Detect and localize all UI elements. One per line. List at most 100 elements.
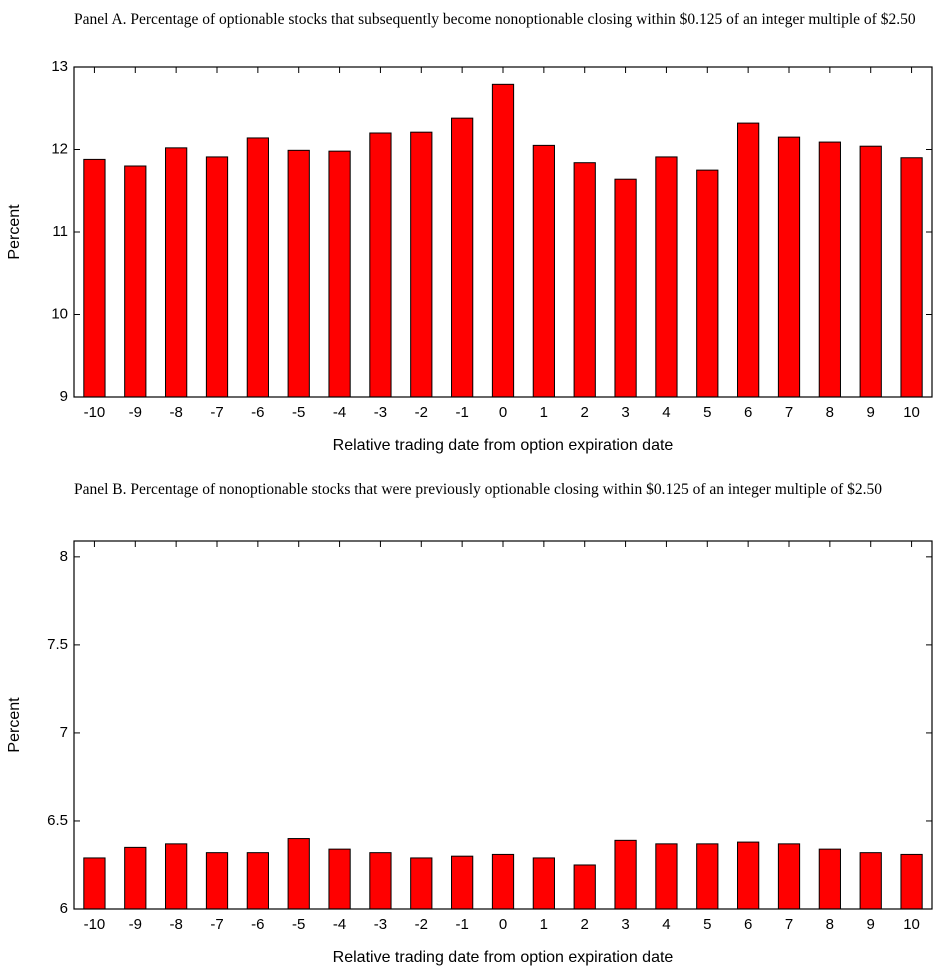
bar [532, 857, 555, 910]
x-axis-label: Relative trading date from option expira… [333, 437, 674, 454]
y-tick-label: 10 [51, 305, 68, 322]
bar [246, 137, 269, 398]
x-tick-label: -10 [84, 404, 106, 421]
x-axis-label: Relative trading date from option expira… [333, 949, 674, 966]
x-tick-label: -7 [210, 916, 223, 933]
panel-title: Panel A. Percentage of optionable stocks… [74, 11, 916, 28]
x-tick-label: 1 [540, 404, 548, 421]
bar [655, 156, 678, 398]
y-tick-label: 13 [51, 58, 68, 75]
bar [328, 848, 351, 910]
bar [369, 132, 392, 398]
bar [165, 147, 188, 398]
x-tick-label: -5 [292, 916, 305, 933]
bar [287, 149, 310, 398]
y-tick-label: 7.5 [47, 636, 68, 653]
x-tick-label: 8 [826, 404, 834, 421]
bar [614, 178, 637, 398]
y-tick-label: 6.5 [47, 812, 68, 829]
x-tick-label: -8 [169, 404, 182, 421]
x-tick-label: -1 [455, 916, 468, 933]
x-tick-label: -9 [129, 404, 142, 421]
bar [900, 853, 923, 910]
bar [369, 852, 392, 910]
bar [614, 839, 637, 910]
bar [696, 843, 719, 910]
bar [900, 157, 923, 398]
x-tick-label: -7 [210, 404, 223, 421]
x-tick-label: 6 [744, 404, 752, 421]
x-tick-label: -4 [333, 916, 346, 933]
x-tick-label: 8 [826, 916, 834, 933]
x-tick-label: 7 [785, 916, 793, 933]
bar [205, 852, 229, 910]
bar [124, 165, 147, 398]
x-tick-label: 5 [703, 404, 711, 421]
x-tick-label: -2 [415, 916, 428, 933]
bar [737, 841, 760, 910]
bar [737, 122, 760, 398]
x-tick-label: 3 [621, 916, 629, 933]
x-tick-label: -6 [251, 404, 264, 421]
bar [83, 158, 106, 398]
x-tick-label: -3 [374, 916, 387, 933]
y-tick-label: 8 [60, 548, 68, 565]
x-tick-label: 2 [581, 916, 589, 933]
bar [573, 864, 596, 910]
y-tick-label: 6 [60, 900, 68, 917]
x-tick-label: -8 [169, 916, 182, 933]
y-axis-label: Percent [6, 204, 23, 260]
x-tick-label: -3 [374, 404, 387, 421]
bar [491, 83, 515, 398]
x-tick-label: -5 [292, 404, 305, 421]
bar [328, 150, 351, 398]
y-tick-label: 9 [60, 388, 68, 405]
x-tick-label: 2 [581, 404, 589, 421]
bar [451, 855, 474, 910]
x-tick-label: -4 [333, 404, 346, 421]
bar [410, 857, 433, 910]
x-tick-label: 4 [662, 916, 670, 933]
x-tick-label: 1 [540, 916, 548, 933]
plot-frame [73, 66, 933, 398]
x-tick-label: -10 [84, 916, 106, 933]
x-tick-label: -1 [455, 404, 468, 421]
x-tick-label: 0 [499, 404, 507, 421]
bar [573, 162, 596, 398]
bar [859, 852, 882, 910]
bar [124, 846, 147, 910]
x-tick-label: 10 [903, 404, 920, 421]
bar [696, 169, 719, 398]
x-tick-label: 4 [662, 404, 670, 421]
x-tick-label: 5 [703, 916, 711, 933]
bar [491, 853, 515, 910]
x-tick-label: 9 [867, 916, 875, 933]
bar [451, 117, 474, 398]
y-tick-label: 12 [51, 140, 68, 157]
bar [165, 843, 188, 910]
x-tick-label: 9 [867, 404, 875, 421]
bar [777, 843, 801, 910]
plot-frame [73, 540, 933, 910]
x-tick-label: -2 [415, 404, 428, 421]
bar [287, 838, 310, 910]
bar [777, 136, 801, 398]
bar [655, 843, 678, 910]
bar [205, 156, 229, 398]
x-tick-label: -9 [129, 916, 142, 933]
x-tick-label: 3 [621, 404, 629, 421]
x-tick-label: 7 [785, 404, 793, 421]
y-tick-label: 7 [60, 724, 68, 741]
y-tick-label: 11 [52, 223, 68, 240]
x-tick-label: 0 [499, 916, 507, 933]
bar [532, 144, 555, 398]
bar [818, 141, 841, 398]
bar [859, 145, 882, 398]
y-axis-label: Percent [6, 697, 23, 753]
bar [83, 857, 106, 910]
bar [818, 848, 841, 910]
bar [246, 852, 269, 910]
bar [410, 131, 433, 398]
